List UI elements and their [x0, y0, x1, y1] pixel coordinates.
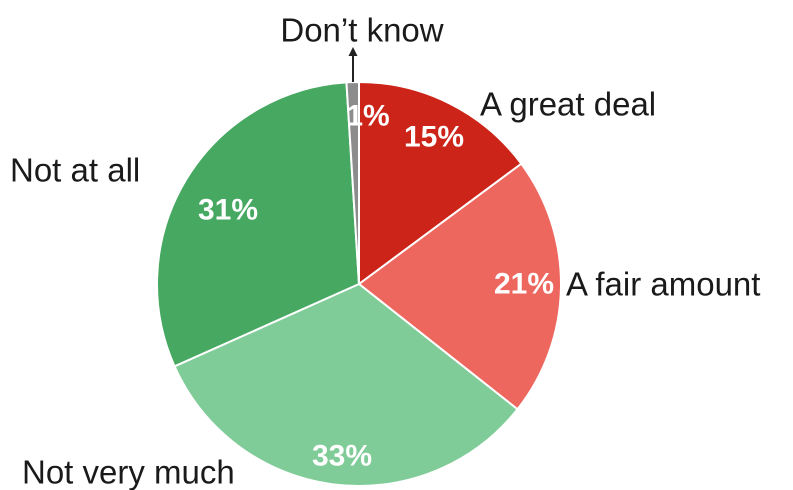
value-label-a-great-deal: 15% — [404, 121, 464, 154]
value-label-a-fair-amount: 21% — [494, 268, 554, 301]
category-label-not-at-all: Not at all — [10, 152, 140, 189]
value-label-not-at-all: 31% — [198, 194, 258, 227]
pie-slices — [156, 80, 562, 487]
category-label-a-great-deal: A great deal — [480, 86, 656, 123]
value-label-dont-know: 1% — [346, 100, 389, 133]
pie-slice-a-great-deal — [358, 80, 523, 286]
category-labels: A great deal A fair amount Not very much No… — [10, 12, 760, 490]
pie-slice-not-very-much — [173, 282, 519, 487]
pie-slice-not-at-all — [156, 81, 361, 368]
category-label-not-very-much: Not very much — [22, 454, 235, 490]
category-label-a-fair-amount: A fair amount — [566, 266, 760, 303]
pie-slice-a-fair-amount — [357, 162, 562, 411]
percentage-labels: 15% 21% 33% 31% 1% — [198, 100, 554, 473]
value-label-not-very-much: 33% — [312, 440, 372, 473]
pie-slice-dont-know — [345, 80, 360, 285]
dont-know-leader-arrowhead — [348, 47, 358, 56]
category-label-dont-know: Don’t know — [280, 12, 443, 49]
